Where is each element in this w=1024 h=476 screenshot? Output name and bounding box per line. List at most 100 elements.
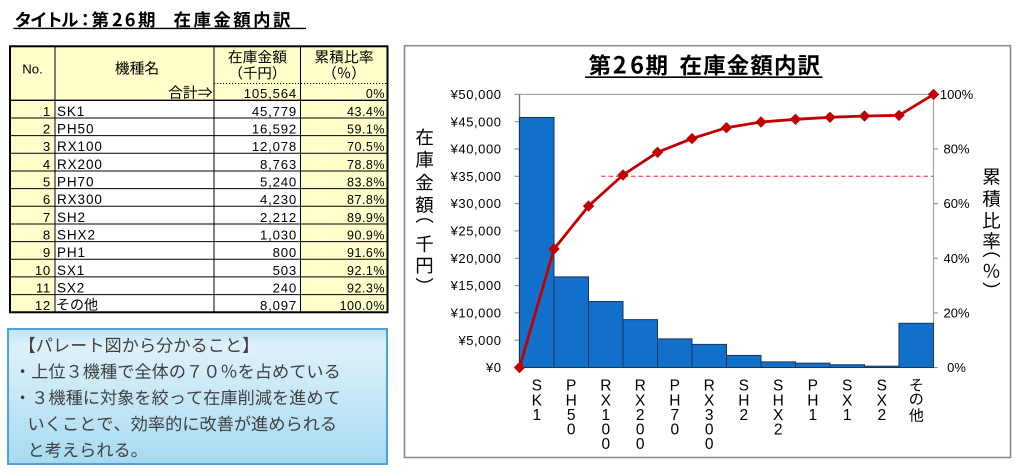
- svg-text:1: 1: [843, 407, 852, 424]
- svg-text:87.8%: 87.8%: [347, 193, 385, 207]
- svg-text:5: 5: [567, 407, 576, 424]
- svg-text:4,230: 4,230: [260, 192, 297, 207]
- svg-text:20%: 20%: [943, 306, 969, 321]
- svg-text:1: 1: [601, 407, 610, 424]
- svg-text:2,212: 2,212: [260, 210, 297, 225]
- svg-text:PH50: PH50: [57, 122, 94, 137]
- svg-text:12: 12: [35, 298, 51, 313]
- svg-text:70.5%: 70.5%: [347, 140, 385, 154]
- svg-text:16,592: 16,592: [252, 122, 297, 137]
- svg-text:3: 3: [43, 139, 51, 154]
- svg-text:SX1: SX1: [57, 263, 85, 278]
- svg-text:40%: 40%: [943, 251, 969, 266]
- svg-text:¥15,000: ¥15,000: [450, 278, 502, 293]
- svg-text:X: X: [842, 392, 853, 409]
- svg-text:0: 0: [567, 422, 576, 439]
- svg-text:P: P: [670, 378, 680, 395]
- svg-text:¥40,000: ¥40,000: [450, 142, 502, 157]
- svg-text:S: S: [877, 378, 887, 395]
- svg-text:5,240: 5,240: [260, 175, 297, 190]
- svg-text:100.0%: 100.0%: [340, 299, 385, 313]
- svg-text:2: 2: [636, 407, 645, 424]
- svg-text:X: X: [773, 407, 784, 424]
- svg-text:R: R: [635, 378, 646, 395]
- svg-text:No.: No.: [22, 62, 43, 77]
- svg-text:1: 1: [808, 407, 817, 424]
- svg-text:P: P: [566, 378, 576, 395]
- svg-text:H: H: [669, 392, 680, 409]
- svg-text:PH1: PH1: [57, 245, 86, 260]
- svg-text:0%: 0%: [366, 87, 385, 101]
- svg-text:S: S: [532, 378, 542, 395]
- svg-text:2: 2: [739, 407, 748, 424]
- svg-text:¥20,000: ¥20,000: [450, 251, 502, 266]
- svg-text:R: R: [704, 378, 715, 395]
- svg-text:105,564: 105,564: [244, 86, 297, 101]
- svg-text:6: 6: [43, 192, 51, 207]
- svg-text:0: 0: [601, 436, 610, 453]
- svg-text:503: 503: [273, 263, 297, 278]
- svg-text:45,779: 45,779: [252, 104, 297, 119]
- svg-text:S: S: [739, 378, 749, 395]
- svg-text:800: 800: [273, 245, 297, 260]
- svg-text:R: R: [600, 378, 611, 395]
- svg-text:0: 0: [636, 436, 645, 453]
- svg-text:¥45,000: ¥45,000: [450, 114, 502, 129]
- svg-text:2: 2: [774, 422, 783, 439]
- svg-text:RX300: RX300: [57, 192, 103, 207]
- svg-text:¥5,000: ¥5,000: [457, 333, 501, 348]
- svg-text:1,030: 1,030: [260, 228, 297, 243]
- svg-text:92.3%: 92.3%: [347, 282, 385, 296]
- svg-text:240: 240: [273, 281, 297, 296]
- svg-text:8,097: 8,097: [260, 298, 297, 313]
- svg-text:59.1%: 59.1%: [347, 123, 385, 137]
- svg-text:PH70: PH70: [57, 175, 94, 190]
- svg-text:P: P: [808, 378, 818, 395]
- svg-text:8: 8: [43, 228, 51, 243]
- svg-text:92.1%: 92.1%: [347, 264, 385, 278]
- svg-text:11: 11: [36, 281, 51, 296]
- svg-text:7: 7: [43, 210, 51, 225]
- svg-text:¥50,000: ¥50,000: [450, 87, 502, 102]
- svg-text:9: 9: [43, 245, 51, 260]
- svg-text:H: H: [566, 392, 577, 409]
- svg-text:X: X: [601, 392, 612, 409]
- svg-text:5: 5: [43, 175, 51, 190]
- svg-text:S: S: [773, 378, 783, 395]
- svg-text:0: 0: [705, 436, 714, 453]
- svg-text:80%: 80%: [943, 142, 969, 157]
- svg-text:SHX2: SHX2: [57, 228, 96, 243]
- svg-text:¥35,000: ¥35,000: [450, 169, 502, 184]
- svg-text:H: H: [738, 392, 749, 409]
- svg-text:4: 4: [43, 157, 51, 172]
- svg-text:2: 2: [877, 407, 886, 424]
- svg-text:3: 3: [705, 407, 714, 424]
- svg-text:SH2: SH2: [57, 210, 86, 225]
- svg-text:¥30,000: ¥30,000: [450, 196, 502, 211]
- svg-text:60%: 60%: [943, 196, 969, 211]
- svg-text:X: X: [704, 392, 715, 409]
- svg-text:91.6%: 91.6%: [347, 246, 385, 260]
- svg-text:0: 0: [636, 422, 645, 439]
- svg-text:SX2: SX2: [57, 281, 85, 296]
- svg-text:X: X: [877, 392, 888, 409]
- svg-text:7: 7: [670, 407, 679, 424]
- svg-text:S: S: [842, 378, 852, 395]
- svg-text:¥0: ¥0: [485, 360, 502, 375]
- svg-text:0: 0: [601, 422, 610, 439]
- svg-text:¥25,000: ¥25,000: [450, 224, 502, 239]
- svg-text:78.8%: 78.8%: [347, 158, 385, 172]
- svg-text:0%: 0%: [947, 360, 966, 375]
- svg-text:RX200: RX200: [57, 157, 103, 172]
- svg-text:H: H: [773, 392, 784, 409]
- svg-text:10: 10: [35, 263, 51, 278]
- svg-text:89.9%: 89.9%: [347, 211, 385, 225]
- svg-text:1: 1: [532, 407, 541, 424]
- svg-text:¥10,000: ¥10,000: [450, 306, 502, 321]
- svg-text:43.4%: 43.4%: [347, 105, 385, 119]
- svg-text:0: 0: [705, 422, 714, 439]
- svg-text:2: 2: [43, 122, 51, 137]
- svg-text:K: K: [532, 392, 543, 409]
- svg-text:90.9%: 90.9%: [347, 229, 385, 243]
- svg-text:83.8%: 83.8%: [347, 176, 385, 190]
